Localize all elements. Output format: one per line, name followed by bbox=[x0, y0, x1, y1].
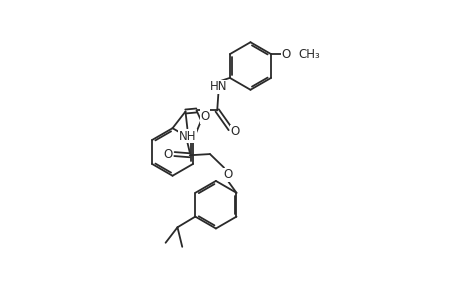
Text: O: O bbox=[223, 168, 232, 181]
Text: CH₃: CH₃ bbox=[298, 48, 319, 61]
Text: HN: HN bbox=[209, 80, 227, 93]
Text: O: O bbox=[200, 110, 209, 123]
Text: O: O bbox=[162, 148, 172, 160]
Text: O: O bbox=[230, 125, 239, 139]
Text: NH: NH bbox=[178, 130, 196, 143]
Text: O: O bbox=[281, 48, 291, 61]
